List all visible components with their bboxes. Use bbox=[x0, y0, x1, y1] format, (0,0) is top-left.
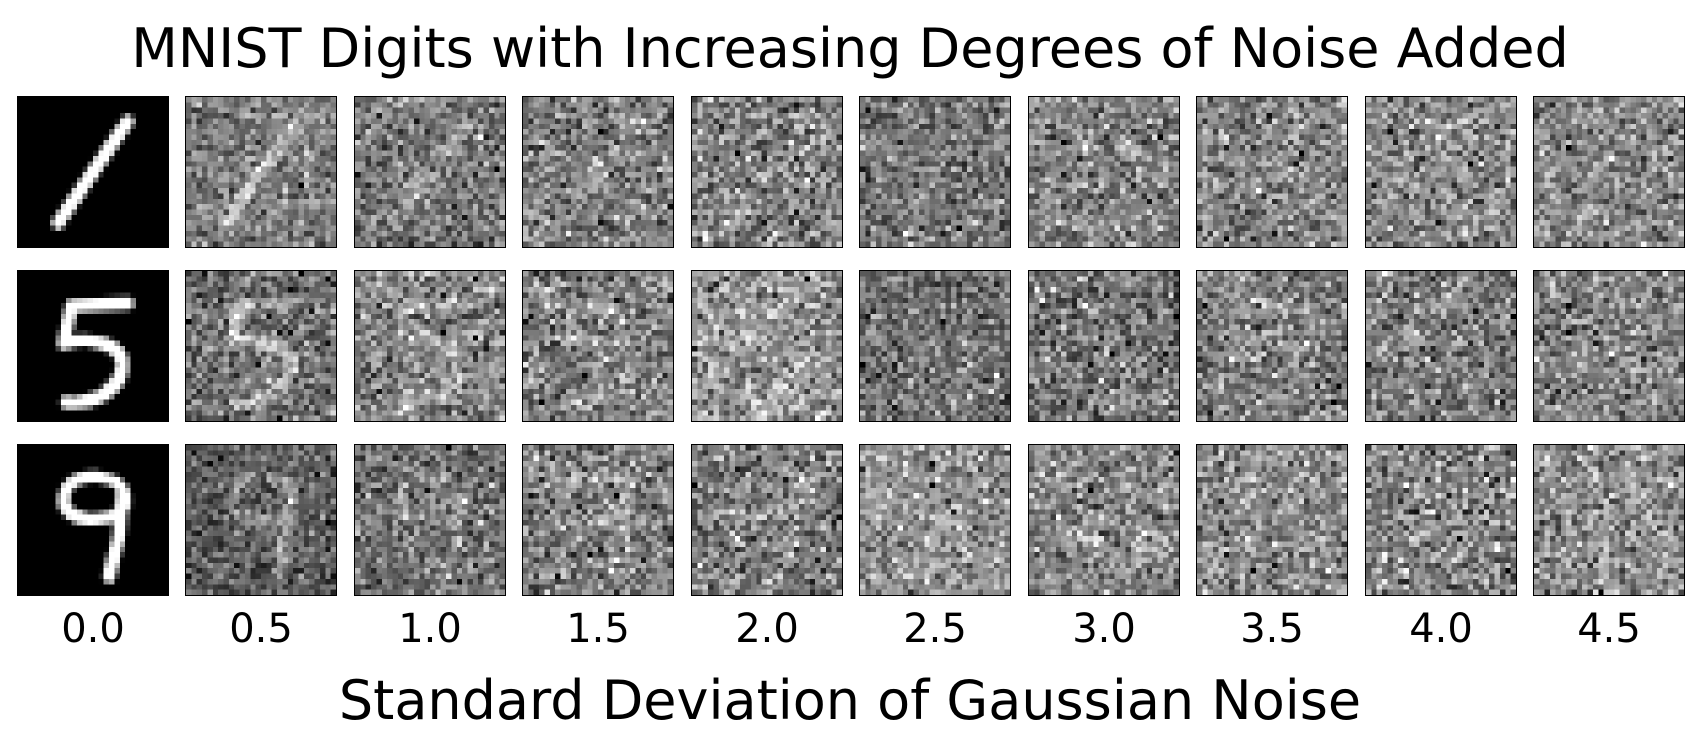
digit-pixels bbox=[186, 271, 336, 421]
digit-pixels bbox=[692, 271, 842, 421]
x-tick-label: 0.0 bbox=[61, 606, 125, 652]
digit-image-tile bbox=[1533, 444, 1685, 596]
digit-pixels bbox=[355, 271, 505, 421]
digit-image-tile bbox=[522, 96, 674, 248]
digit-pixels bbox=[523, 445, 673, 595]
digit-image-tile bbox=[354, 270, 506, 422]
digit-pixels bbox=[18, 97, 168, 247]
digit-pixels bbox=[1534, 271, 1684, 421]
x-tick-label: 3.0 bbox=[1072, 606, 1136, 652]
digit-pixels bbox=[1029, 445, 1179, 595]
digit-image-tile bbox=[691, 444, 843, 596]
digit-image-tile bbox=[1196, 270, 1348, 422]
digit-image-tile bbox=[185, 444, 337, 596]
digit-image-tile bbox=[1365, 444, 1517, 596]
chart-title: MNIST Digits with Increasing Degrees of … bbox=[131, 17, 1569, 80]
digit-image-tile bbox=[859, 444, 1011, 596]
digit-image-tile bbox=[1196, 96, 1348, 248]
digit-image-tile bbox=[859, 96, 1011, 248]
digit-pixels bbox=[1534, 97, 1684, 247]
digit-pixels bbox=[860, 97, 1010, 247]
digit-pixels bbox=[523, 97, 673, 247]
digit-image-tile bbox=[17, 444, 169, 596]
x-tick-label: 1.5 bbox=[566, 606, 630, 652]
x-tick-label: 1.0 bbox=[398, 606, 462, 652]
digit-image-tile bbox=[1533, 96, 1685, 248]
digit-pixels bbox=[1029, 97, 1179, 247]
digit-image-tile bbox=[354, 96, 506, 248]
digit-image-tile bbox=[691, 270, 843, 422]
digit-pixels bbox=[355, 97, 505, 247]
digit-image-tile bbox=[1533, 270, 1685, 422]
digit-pixels bbox=[1366, 97, 1516, 247]
x-tick-label: 4.5 bbox=[1577, 606, 1641, 652]
digit-image-tile bbox=[185, 96, 337, 248]
digit-image-tile bbox=[1028, 96, 1180, 248]
digit-pixels bbox=[692, 445, 842, 595]
x-tick-label: 0.5 bbox=[229, 606, 293, 652]
x-axis-label: Standard Deviation of Gaussian Noise bbox=[338, 669, 1362, 732]
digit-image-tile bbox=[1365, 96, 1517, 248]
digit-pixels bbox=[186, 445, 336, 595]
digit-pixels bbox=[1366, 445, 1516, 595]
digit-image-tile bbox=[17, 96, 169, 248]
digit-image-tile bbox=[17, 270, 169, 422]
digit-pixels bbox=[1029, 271, 1179, 421]
digit-image-tile bbox=[522, 444, 674, 596]
digit-image-tile bbox=[1365, 270, 1517, 422]
x-tick-label: 2.0 bbox=[735, 606, 799, 652]
digit-pixels bbox=[1197, 445, 1347, 595]
digit-pixels bbox=[1197, 97, 1347, 247]
digit-pixels bbox=[1197, 271, 1347, 421]
digit-pixels bbox=[1534, 445, 1684, 595]
digit-pixels bbox=[355, 445, 505, 595]
digit-image-tile bbox=[1196, 444, 1348, 596]
digit-image-tile bbox=[1028, 270, 1180, 422]
digit-image-tile bbox=[1028, 444, 1180, 596]
digit-pixels bbox=[860, 445, 1010, 595]
digit-image-tile bbox=[859, 270, 1011, 422]
digit-image-tile bbox=[522, 270, 674, 422]
digit-pixels bbox=[523, 271, 673, 421]
digit-pixels bbox=[18, 445, 168, 595]
digit-pixels bbox=[1366, 271, 1516, 421]
digit-pixels bbox=[860, 271, 1010, 421]
digit-pixels bbox=[692, 97, 842, 247]
digit-image-tile bbox=[354, 444, 506, 596]
x-tick-label: 3.5 bbox=[1240, 606, 1304, 652]
digit-pixels bbox=[186, 97, 336, 247]
digit-pixels bbox=[18, 271, 168, 421]
digit-image-tile bbox=[691, 96, 843, 248]
digit-image-tile bbox=[185, 270, 337, 422]
x-tick-label: 2.5 bbox=[903, 606, 967, 652]
x-tick-label: 4.0 bbox=[1409, 606, 1473, 652]
